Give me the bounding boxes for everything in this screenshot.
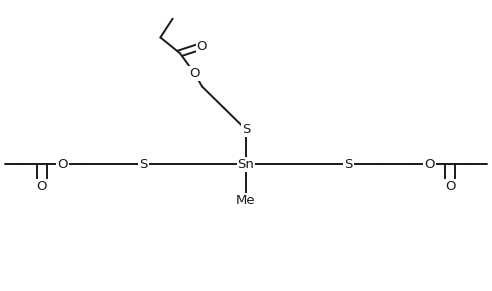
Text: S: S xyxy=(344,158,353,171)
Text: S: S xyxy=(139,158,148,171)
Text: O: O xyxy=(189,67,200,80)
Text: Me: Me xyxy=(236,194,256,207)
Text: O: O xyxy=(37,180,47,193)
Text: O: O xyxy=(424,158,435,171)
Text: O: O xyxy=(197,40,207,53)
Text: S: S xyxy=(242,123,250,136)
Text: Sn: Sn xyxy=(238,158,254,171)
Text: O: O xyxy=(57,158,68,171)
Text: O: O xyxy=(445,180,455,193)
